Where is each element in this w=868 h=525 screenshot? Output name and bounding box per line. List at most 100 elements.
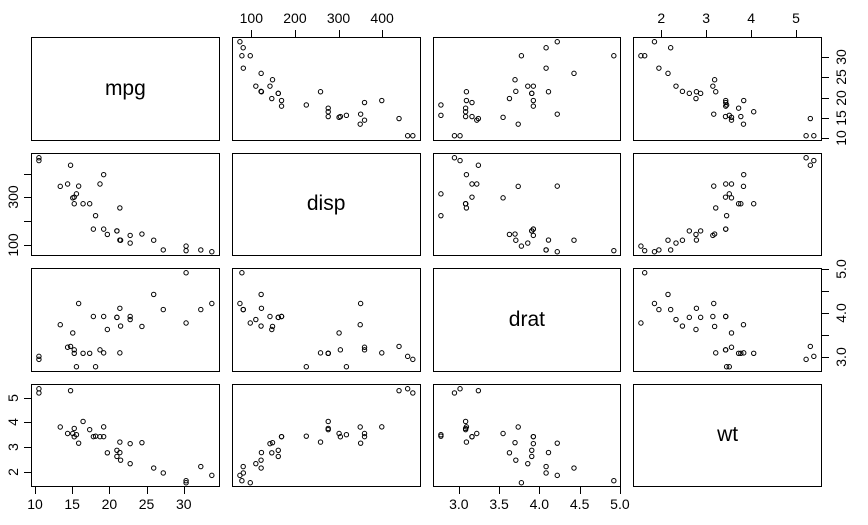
data-point — [75, 300, 82, 307]
axis-tick-right-drat — [822, 290, 829, 292]
data-point — [515, 423, 521, 430]
data-point — [36, 356, 42, 363]
axis-tick-left-disp — [24, 197, 31, 199]
data-point — [325, 113, 331, 120]
data-point — [117, 449, 123, 455]
data-point — [97, 347, 103, 353]
axis-tick-top-disp — [338, 30, 340, 37]
data-point — [36, 353, 42, 360]
data-point — [325, 425, 331, 431]
data-point — [198, 306, 204, 313]
scatter-points-wt-vs-disp — [236, 385, 416, 485]
tick-label-mpg-15: 15 — [833, 110, 849, 126]
data-point — [738, 200, 744, 206]
data-point — [451, 154, 457, 160]
data-point — [811, 353, 817, 360]
data-point — [278, 97, 284, 104]
data-point — [530, 433, 536, 439]
data-point — [303, 102, 309, 108]
data-point — [751, 200, 757, 206]
data-point — [325, 350, 331, 357]
data-point — [729, 180, 735, 187]
data-point — [269, 323, 275, 330]
tick-label-mpg-10: 10 — [833, 130, 849, 147]
data-point — [463, 423, 469, 430]
data-point — [240, 45, 246, 51]
tick-label-disp-200: 200 — [283, 10, 307, 26]
data-point — [252, 460, 259, 466]
data-point — [456, 133, 463, 139]
data-point — [741, 322, 747, 328]
data-point — [240, 469, 246, 476]
axis-tick-top-wt — [706, 30, 708, 37]
data-point — [638, 53, 644, 59]
data-point — [713, 89, 719, 95]
scatter-points-disp-vs-wt — [638, 154, 817, 254]
scatter-panel-disp-vs-drat — [432, 152, 622, 256]
data-point — [713, 350, 719, 356]
tick-label-mpg-25: 25 — [138, 496, 155, 512]
tick-label-disp-100: 100 — [5, 233, 21, 257]
data-point — [70, 194, 76, 201]
data-point — [336, 430, 342, 436]
data-point — [64, 430, 71, 436]
data-point — [656, 65, 662, 71]
data-point — [723, 225, 729, 232]
data-point — [545, 236, 551, 243]
data-point — [710, 232, 716, 238]
data-point — [337, 347, 343, 353]
data-point — [71, 347, 77, 353]
tick-label-wt-4: 4 — [5, 418, 21, 427]
data-point — [665, 70, 671, 77]
data-point — [530, 440, 536, 446]
data-point — [736, 200, 742, 206]
axis-tick-left-wt — [24, 446, 31, 448]
data-point — [127, 232, 133, 238]
data-point — [361, 347, 367, 353]
data-point — [542, 246, 549, 253]
data-point — [468, 113, 475, 120]
data-point — [741, 171, 747, 177]
data-point — [404, 385, 411, 391]
scatter-points-wt-vs-drat — [437, 385, 617, 485]
data-point — [71, 350, 77, 357]
scatter-panel-drat-vs-disp — [231, 268, 421, 372]
data-point — [378, 97, 385, 104]
data-point — [723, 113, 729, 120]
axis-tick-right-drat — [822, 334, 829, 336]
data-point — [183, 242, 189, 249]
data-point — [451, 389, 457, 396]
scatter-points-mpg-vs-wt — [638, 39, 817, 139]
data-point — [693, 231, 699, 237]
data-point — [183, 477, 189, 483]
data-point — [67, 387, 74, 393]
data-point — [160, 246, 166, 253]
data-point — [736, 105, 742, 111]
data-point — [36, 154, 42, 160]
data-point — [90, 225, 97, 232]
tick-label-disp-400: 400 — [370, 10, 394, 26]
data-point — [511, 230, 518, 237]
data-point — [652, 39, 658, 45]
data-point — [673, 316, 679, 323]
data-point — [361, 344, 367, 350]
scatter-panel-mpg-vs-drat — [432, 37, 622, 141]
scatter-points-drat-vs-mpg — [36, 270, 215, 370]
diagonal-panel-mpg: mpg — [31, 37, 220, 141]
data-point — [80, 350, 86, 357]
data-point — [252, 83, 259, 89]
data-point — [511, 77, 518, 83]
data-point — [679, 323, 686, 329]
data-point — [183, 479, 189, 485]
data-point — [610, 247, 617, 253]
data-point — [468, 193, 475, 200]
axis-tick-bottom-mpg — [72, 487, 74, 494]
data-point — [198, 246, 204, 253]
data-point — [724, 212, 730, 218]
data-point — [528, 453, 534, 459]
data-point — [117, 323, 124, 329]
data-point — [396, 343, 402, 350]
data-point — [693, 326, 699, 333]
scatter-panel-wt-vs-drat — [432, 383, 622, 487]
data-point — [258, 305, 264, 311]
